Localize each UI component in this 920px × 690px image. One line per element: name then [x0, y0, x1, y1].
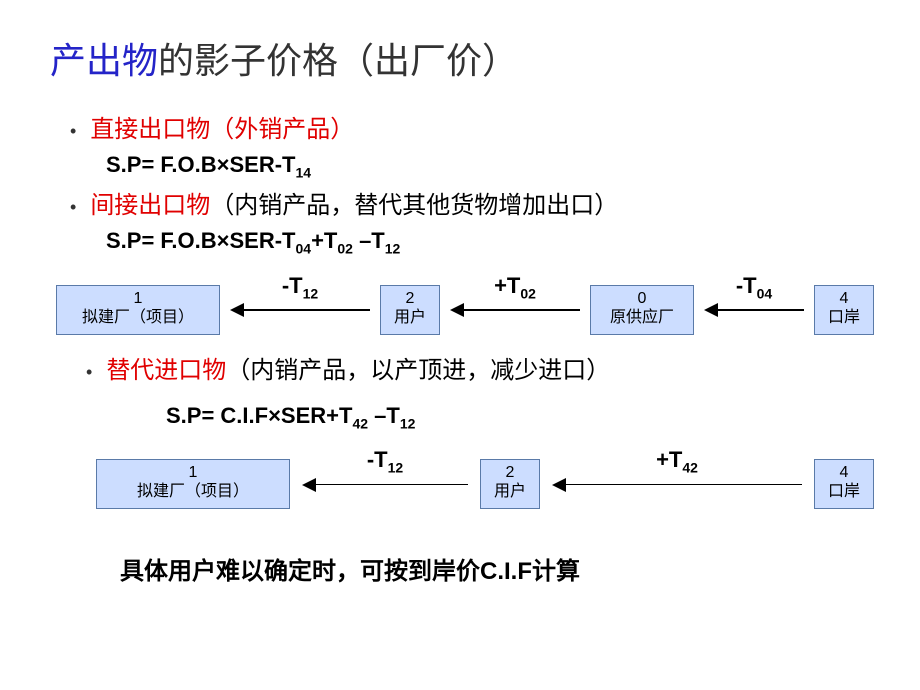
box-label: 原供应厂 [597, 308, 687, 328]
bullet-section-3: • 替代进口物（内销产品，以产顶进，减少进口） [86, 355, 870, 387]
box-number: 2 [387, 290, 433, 308]
arrow-label: -T04 [736, 273, 772, 301]
box-number: 0 [597, 290, 687, 308]
formula-2: S.P= F.O.B×SER-T04+T02 –T12 [106, 228, 870, 256]
arrow-line-icon [300, 478, 470, 492]
box-label: 用户 [487, 482, 533, 502]
bullet-label-3: 替代进口物（内销产品，以产顶进，减少进口） [106, 355, 610, 387]
bullet-marker: • [86, 358, 92, 386]
f3p2: –T [368, 403, 400, 428]
formula-1-sub: 14 [296, 164, 312, 180]
formula-3: S.P= C.I.F×SER+T42 –T12 [166, 403, 870, 431]
diagram-2: 1拟建厂（项目） 2用户 4口岸 -T12 +T42 [50, 441, 870, 521]
f2p2: +T [311, 228, 337, 253]
title-part-blue: 产出物 [50, 40, 158, 81]
arrow-line-icon [448, 303, 582, 317]
arrow-label: +T42 [656, 447, 698, 475]
footer-note: 具体用户难以确定时，可按到岸价C.I.F计算 [120, 551, 870, 586]
diagram-arrow: +T02 [448, 273, 582, 317]
diagram-arrow: -T12 [228, 273, 372, 317]
f3s1: 42 [352, 415, 368, 431]
arrow-line-icon [550, 478, 804, 492]
title-part-black: 的影子价格（出厂价） [158, 40, 518, 81]
arrow-label: -T12 [282, 273, 318, 301]
bullet-section-1: • 直接出口物（外销产品） [70, 114, 870, 146]
arrow-label: +T02 [494, 273, 536, 301]
f2s1: 04 [296, 241, 312, 257]
diagram-box: 2用户 [380, 285, 440, 335]
bullet-3-black: （内销产品，以产顶进，减少进口） [226, 357, 610, 384]
diagram-1: 1拟建厂（项目） 2用户 0原供应厂 4口岸 -T12 +T02 -T04 [50, 267, 870, 347]
f2p3: –T [353, 228, 385, 253]
f3p1: S.P= C.I.F×SER+T [166, 403, 352, 428]
bullet-label-2: 间接出口物（内销产品，替代其他货物增加出口） [90, 190, 618, 222]
diagram-arrow: -T12 [300, 447, 470, 491]
box-label: 拟建厂（项目） [63, 308, 213, 328]
bullet-label-1: 直接出口物（外销产品） [90, 114, 354, 146]
arrow-label: -T12 [367, 447, 403, 475]
arrow-line-icon [228, 303, 372, 317]
f2s2: 02 [337, 241, 353, 257]
diagram-box: 0原供应厂 [590, 285, 694, 335]
bullet-marker: • [70, 117, 76, 145]
box-number: 4 [821, 464, 867, 482]
diagram-arrow: +T42 [550, 447, 804, 491]
box-label: 口岸 [821, 308, 867, 328]
bullet-3-red: 替代进口物 [106, 357, 226, 384]
box-number: 2 [487, 464, 533, 482]
box-label: 拟建厂（项目） [103, 482, 283, 502]
bullet-2-black: （内销产品，替代其他货物增加出口） [210, 192, 618, 219]
f2p1: S.P= F.O.B×SER-T [106, 228, 296, 253]
diagram-arrow: -T04 [702, 273, 806, 317]
diagram-box: 1拟建厂（项目） [56, 285, 220, 335]
bullet-section-2: • 间接出口物（内销产品，替代其他货物增加出口） [70, 190, 870, 222]
diagram-box: 4口岸 [814, 459, 874, 509]
f3s2: 12 [400, 415, 416, 431]
box-number: 4 [821, 290, 867, 308]
box-number: 1 [103, 464, 283, 482]
diagram-box: 1拟建厂（项目） [96, 459, 290, 509]
slide-container: 产出物的影子价格（出厂价） • 直接出口物（外销产品） S.P= F.O.B×S… [0, 0, 920, 606]
slide-title: 产出物的影子价格（出厂价） [50, 32, 870, 84]
formula-1-text: S.P= F.O.B×SER-T [106, 152, 296, 177]
diagram-box: 4口岸 [814, 285, 874, 335]
bullet-marker: • [70, 193, 76, 221]
f2s3: 12 [385, 241, 401, 257]
box-number: 1 [63, 290, 213, 308]
bullet-2-red: 间接出口物 [90, 192, 210, 219]
diagram-box: 2用户 [480, 459, 540, 509]
box-label: 用户 [387, 308, 433, 328]
box-label: 口岸 [821, 482, 867, 502]
formula-1: S.P= F.O.B×SER-T14 [106, 152, 870, 180]
arrow-line-icon [702, 303, 806, 317]
